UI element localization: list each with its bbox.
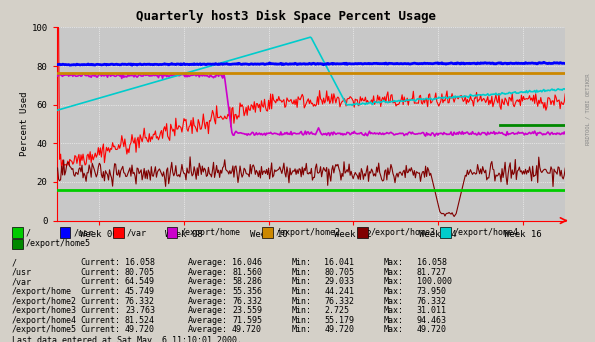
Text: /export/home2: /export/home2 <box>12 297 77 305</box>
Text: 2.725: 2.725 <box>324 306 349 315</box>
Text: Max:: Max: <box>384 325 404 334</box>
Text: 80.705: 80.705 <box>125 268 155 277</box>
Text: 55.356: 55.356 <box>232 287 262 296</box>
Text: 80.705: 80.705 <box>324 268 354 277</box>
Text: RRDTOOL / TOBI OETIKER: RRDTOOL / TOBI OETIKER <box>585 74 590 145</box>
Text: Last data entered at Sat May  6 11:10:01 2000.: Last data entered at Sat May 6 11:10:01 … <box>12 336 242 342</box>
Text: Min:: Min: <box>292 268 312 277</box>
Text: Average:: Average: <box>187 258 227 267</box>
Text: /export/home3: /export/home3 <box>371 228 436 237</box>
Text: Average:: Average: <box>187 325 227 334</box>
Y-axis label: Percent Used: Percent Used <box>20 92 29 156</box>
Text: /export/home3: /export/home3 <box>12 306 77 315</box>
Text: Min:: Min: <box>292 306 312 315</box>
Text: Min:: Min: <box>292 316 312 325</box>
Text: Average:: Average: <box>187 306 227 315</box>
Text: 49.720: 49.720 <box>324 325 354 334</box>
Text: Max:: Max: <box>384 297 404 305</box>
Text: 81.524: 81.524 <box>125 316 155 325</box>
Text: 64.549: 64.549 <box>125 277 155 286</box>
Text: /export/home5: /export/home5 <box>26 239 90 248</box>
Text: 44.241: 44.241 <box>324 287 354 296</box>
Text: Max:: Max: <box>384 287 404 296</box>
Text: /export/home: /export/home <box>12 287 72 296</box>
Text: Average:: Average: <box>187 316 227 325</box>
Text: 45.749: 45.749 <box>125 287 155 296</box>
Text: Max:: Max: <box>384 258 404 267</box>
Text: Average:: Average: <box>187 277 227 286</box>
Text: 16.046: 16.046 <box>232 258 262 267</box>
Text: 58.286: 58.286 <box>232 277 262 286</box>
Text: Min:: Min: <box>292 277 312 286</box>
Text: Current:: Current: <box>80 306 120 315</box>
Text: Current:: Current: <box>80 316 120 325</box>
Text: 81.727: 81.727 <box>416 268 446 277</box>
Text: 76.332: 76.332 <box>125 297 155 305</box>
Text: 49.720: 49.720 <box>416 325 446 334</box>
Text: 49.720: 49.720 <box>232 325 262 334</box>
Text: /usr: /usr <box>12 268 32 277</box>
Text: 73.950: 73.950 <box>416 287 446 296</box>
Text: Min:: Min: <box>292 325 312 334</box>
Text: Average:: Average: <box>187 268 227 277</box>
Text: /export/home4: /export/home4 <box>454 228 519 237</box>
Text: /: / <box>12 258 17 267</box>
Text: Current:: Current: <box>80 325 120 334</box>
Text: Min:: Min: <box>292 287 312 296</box>
Text: 81.560: 81.560 <box>232 268 262 277</box>
Text: 23.559: 23.559 <box>232 306 262 315</box>
Text: Quarterly host3 Disk Space Percent Usage: Quarterly host3 Disk Space Percent Usage <box>136 10 436 23</box>
Text: /var: /var <box>12 277 32 286</box>
Text: 31.011: 31.011 <box>416 306 446 315</box>
Text: /export/home5: /export/home5 <box>12 325 77 334</box>
Text: Max:: Max: <box>384 277 404 286</box>
Text: Max:: Max: <box>384 268 404 277</box>
Text: /export/home2: /export/home2 <box>275 228 340 237</box>
Text: 29.033: 29.033 <box>324 277 354 286</box>
Text: /export/home: /export/home <box>180 228 240 237</box>
Text: 55.179: 55.179 <box>324 316 354 325</box>
Text: 16.058: 16.058 <box>125 258 155 267</box>
Text: 100.000: 100.000 <box>416 277 452 286</box>
Text: 76.332: 76.332 <box>324 297 354 305</box>
Text: Min:: Min: <box>292 297 312 305</box>
Text: Min:: Min: <box>292 258 312 267</box>
Text: 23.763: 23.763 <box>125 306 155 315</box>
Text: Average:: Average: <box>187 297 227 305</box>
Text: /var: /var <box>127 228 147 237</box>
Text: Current:: Current: <box>80 297 120 305</box>
Text: 16.058: 16.058 <box>416 258 446 267</box>
Text: 16.041: 16.041 <box>324 258 354 267</box>
Text: Current:: Current: <box>80 287 120 296</box>
Text: /: / <box>26 228 30 237</box>
Text: Current:: Current: <box>80 258 120 267</box>
Text: Average:: Average: <box>187 287 227 296</box>
Text: Max:: Max: <box>384 316 404 325</box>
Text: 76.332: 76.332 <box>232 297 262 305</box>
Text: /usr: /usr <box>73 228 93 237</box>
Text: 94.463: 94.463 <box>416 316 446 325</box>
Text: Current:: Current: <box>80 277 120 286</box>
Text: /export/home4: /export/home4 <box>12 316 77 325</box>
Text: 49.720: 49.720 <box>125 325 155 334</box>
Text: 76.332: 76.332 <box>416 297 446 305</box>
Text: Current:: Current: <box>80 268 120 277</box>
Text: 71.595: 71.595 <box>232 316 262 325</box>
Text: Max:: Max: <box>384 306 404 315</box>
